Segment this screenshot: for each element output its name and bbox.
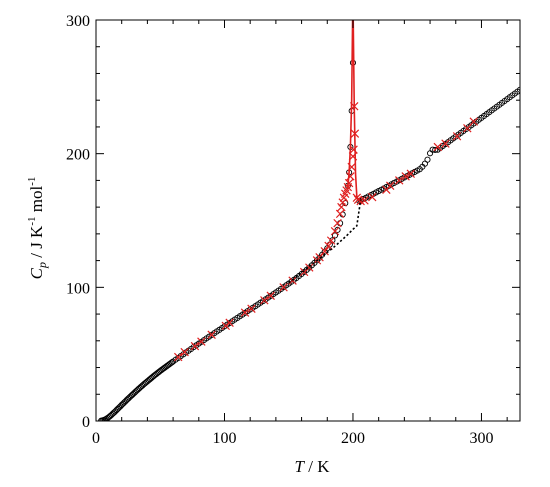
cross-data-point	[406, 169, 416, 178]
cross-data-point	[368, 192, 377, 202]
x-axis-unit: / K	[304, 457, 330, 476]
cross-data-point	[260, 296, 269, 305]
cross-data-point	[338, 198, 347, 207]
y-tick-label: 300	[66, 13, 90, 30]
circle-data-point	[424, 156, 431, 163]
cross-data-point	[401, 172, 410, 181]
cross-data-point	[330, 226, 340, 236]
cross-data-point	[469, 117, 478, 126]
circle-data-point	[516, 86, 520, 93]
y-axis: 0 100 200 300	[66, 13, 520, 431]
x-axis-title: T / K	[295, 457, 331, 476]
x-tick-label: 0	[92, 430, 100, 447]
cross-data-point	[266, 291, 275, 300]
cross-data-point	[247, 304, 256, 313]
cross-data-point	[360, 196, 369, 205]
y-axis-unit: / J K	[27, 225, 46, 262]
cross-data-point	[279, 283, 288, 292]
x-axis: 0 100 200 300	[92, 20, 508, 447]
cross-data-point	[207, 330, 216, 340]
cross-data-point	[197, 337, 206, 346]
plot-frame	[95, 19, 521, 422]
y-axis-symbol: C	[27, 267, 46, 279]
cross-data-point	[337, 202, 346, 212]
cross-data-point	[180, 347, 189, 357]
y-tick-label: 200	[66, 147, 90, 164]
cross-data-point	[335, 209, 345, 219]
cross-data-point	[463, 124, 472, 133]
cross-data-point	[452, 132, 462, 141]
cross-data-point	[433, 142, 442, 152]
circle-data-point	[334, 226, 341, 233]
cross-data-point	[386, 181, 395, 190]
cross-data-point	[441, 139, 450, 148]
y-axis-sup-2: -1	[26, 177, 38, 186]
cross-data-point	[344, 178, 354, 188]
cross-data-point	[320, 247, 329, 256]
x-axis-symbol: T	[295, 457, 306, 476]
y-axis-sup-1: -1	[26, 216, 38, 225]
cross-data-point	[305, 263, 314, 272]
cross-data-point	[326, 236, 336, 245]
circle-data-point	[432, 146, 439, 153]
cross-data-point	[333, 218, 342, 228]
cross-data-point	[190, 341, 200, 351]
cross-data-point	[174, 352, 183, 362]
cross-data-point	[225, 318, 234, 327]
y-axis-mol: mol	[27, 186, 46, 217]
plot-area	[95, 19, 521, 422]
y-tick-label: 100	[66, 280, 90, 297]
cross-data-point	[240, 308, 250, 317]
x-tick-label: 100	[212, 430, 236, 447]
baseline-dotted-line	[288, 199, 362, 284]
circle-data-point	[331, 232, 339, 239]
y-axis-title: Cp / J K-1 mol-1	[26, 177, 49, 280]
circle-data-point	[168, 359, 175, 366]
y-tick-label: 0	[82, 414, 90, 431]
cross-data-point	[394, 176, 404, 185]
y-axis-subscript: p	[35, 262, 49, 269]
x-tick-label: 300	[469, 430, 493, 447]
red-transition-line	[347, 20, 361, 201]
x-tick-label: 200	[341, 430, 365, 447]
